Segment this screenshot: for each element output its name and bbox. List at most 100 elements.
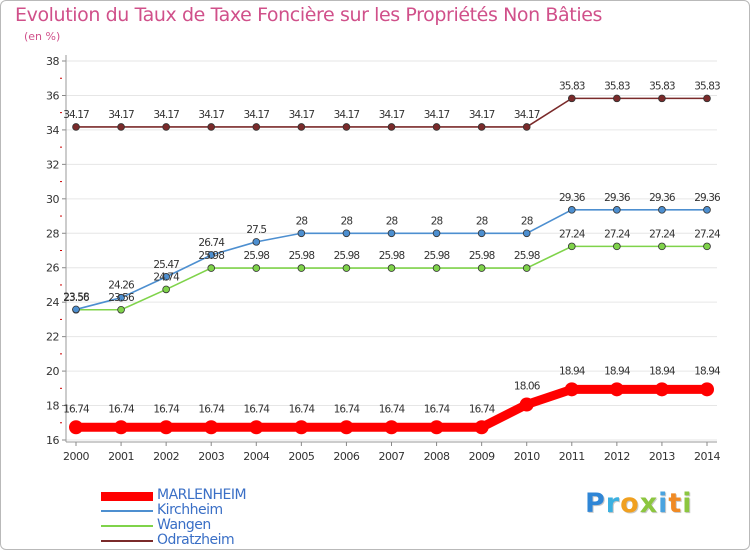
data-label: 34.17: [289, 109, 315, 121]
data-point: [567, 242, 576, 251]
data-label: 25.47: [153, 259, 179, 271]
y-tick-label: 22: [46, 331, 59, 344]
data-point: [207, 123, 216, 131]
x-tick-label: 2004: [243, 450, 269, 463]
data-label: 27.24: [559, 228, 586, 240]
x-tick-label: 2000: [63, 450, 89, 463]
logo-letter: i: [658, 488, 669, 519]
y-tick-label: 32: [46, 158, 59, 171]
y-axis-unit: (en %): [24, 30, 61, 43]
legend-swatch: [101, 525, 153, 527]
data-label: 16.74: [108, 403, 135, 415]
data-point: [522, 229, 531, 238]
data-label: 25.98: [289, 250, 315, 262]
x-tick-label: 2010: [514, 450, 540, 463]
data-label: 28: [521, 215, 533, 227]
data-label: 16.74: [63, 403, 90, 415]
data-point: [658, 206, 666, 214]
legend-label: Wangen: [157, 517, 211, 533]
plot-area: [66, 55, 717, 442]
legend-label: MARLENHEIM: [157, 487, 247, 503]
data-point: [658, 242, 666, 251]
legend-swatch: [101, 510, 153, 512]
data-point: [207, 251, 216, 259]
data-point: [342, 229, 351, 238]
x-tick-label: 2008: [424, 450, 450, 463]
y-tick-label: 18: [46, 400, 59, 413]
data-point: [162, 285, 170, 294]
y-tick-label: 28: [46, 227, 59, 240]
series-marlenheim: [69, 382, 714, 435]
data-point: [252, 264, 261, 272]
data-point: [387, 229, 396, 238]
data-label: 16.74: [244, 403, 271, 415]
data-label: 34.17: [244, 109, 270, 121]
data-point: [703, 206, 711, 214]
data-label: 18.94: [604, 365, 631, 377]
data-label: 18.94: [649, 365, 676, 377]
data-label: 34.17: [198, 109, 224, 121]
data-label: 27.24: [694, 228, 721, 240]
data-label: 18.94: [559, 365, 586, 377]
data-label: 35.83: [694, 80, 720, 92]
data-label: 25.98: [469, 250, 495, 262]
x-tick-label: 2012: [604, 450, 630, 463]
logo-letter: o: [620, 488, 640, 519]
data-label: 28: [476, 215, 488, 227]
data-point: [429, 420, 444, 435]
x-tick-label: 2009: [469, 450, 495, 463]
data-point: [72, 123, 80, 131]
series-odratzheim: [72, 94, 711, 131]
data-point: [384, 420, 399, 435]
data-label: 16.74: [379, 403, 406, 415]
data-label: 27.24: [604, 228, 631, 240]
data-label: 16.74: [289, 403, 316, 415]
data-label: 25.98: [334, 250, 360, 262]
y-tick-label: 36: [46, 89, 59, 102]
data-point: [613, 94, 621, 103]
data-point: [522, 264, 531, 272]
data-label: 28: [431, 215, 443, 227]
data-point: [567, 94, 576, 103]
data-label: 34.17: [379, 109, 405, 121]
data-label: 34.17: [153, 109, 179, 121]
data-point: [294, 420, 309, 435]
data-point: [339, 420, 354, 435]
data-label: 29.36: [604, 192, 631, 204]
data-label: 35.83: [559, 80, 585, 92]
data-label: 16.74: [469, 403, 496, 415]
proxiti-logo: Proxiti: [585, 488, 693, 519]
x-tick-label: 2002: [153, 450, 179, 463]
data-label: 24.26: [108, 280, 135, 292]
data-point: [519, 397, 534, 412]
data-point: [477, 264, 486, 272]
data-label: 25.98: [198, 250, 224, 262]
data-point: [162, 273, 170, 281]
data-label: 34.17: [108, 109, 134, 121]
x-tick-label: 2014: [694, 450, 720, 463]
legend-label: Odratzheim: [157, 532, 235, 548]
logo-letter: t: [668, 488, 683, 519]
data-label: 29.36: [559, 192, 586, 204]
data-point: [297, 264, 306, 272]
data-point: [207, 264, 216, 272]
data-point: [114, 420, 129, 435]
data-label: 34.17: [334, 109, 360, 121]
data-label: 25.98: [379, 250, 405, 262]
data-point: [522, 123, 531, 131]
data-point: [432, 229, 441, 238]
data-label: 27.5: [246, 224, 266, 236]
data-label: 34.17: [63, 109, 89, 121]
data-point: [432, 264, 441, 272]
data-point: [297, 229, 306, 238]
y-tick-label: 16: [46, 434, 59, 447]
y-tick-label: 20: [46, 365, 59, 378]
data-point: [477, 123, 486, 131]
data-point: [564, 382, 579, 397]
data-label: 28: [386, 215, 398, 227]
data-point: [69, 420, 83, 435]
data-point: [613, 242, 621, 251]
x-tick-label: 2007: [379, 450, 405, 463]
data-point: [162, 123, 170, 131]
